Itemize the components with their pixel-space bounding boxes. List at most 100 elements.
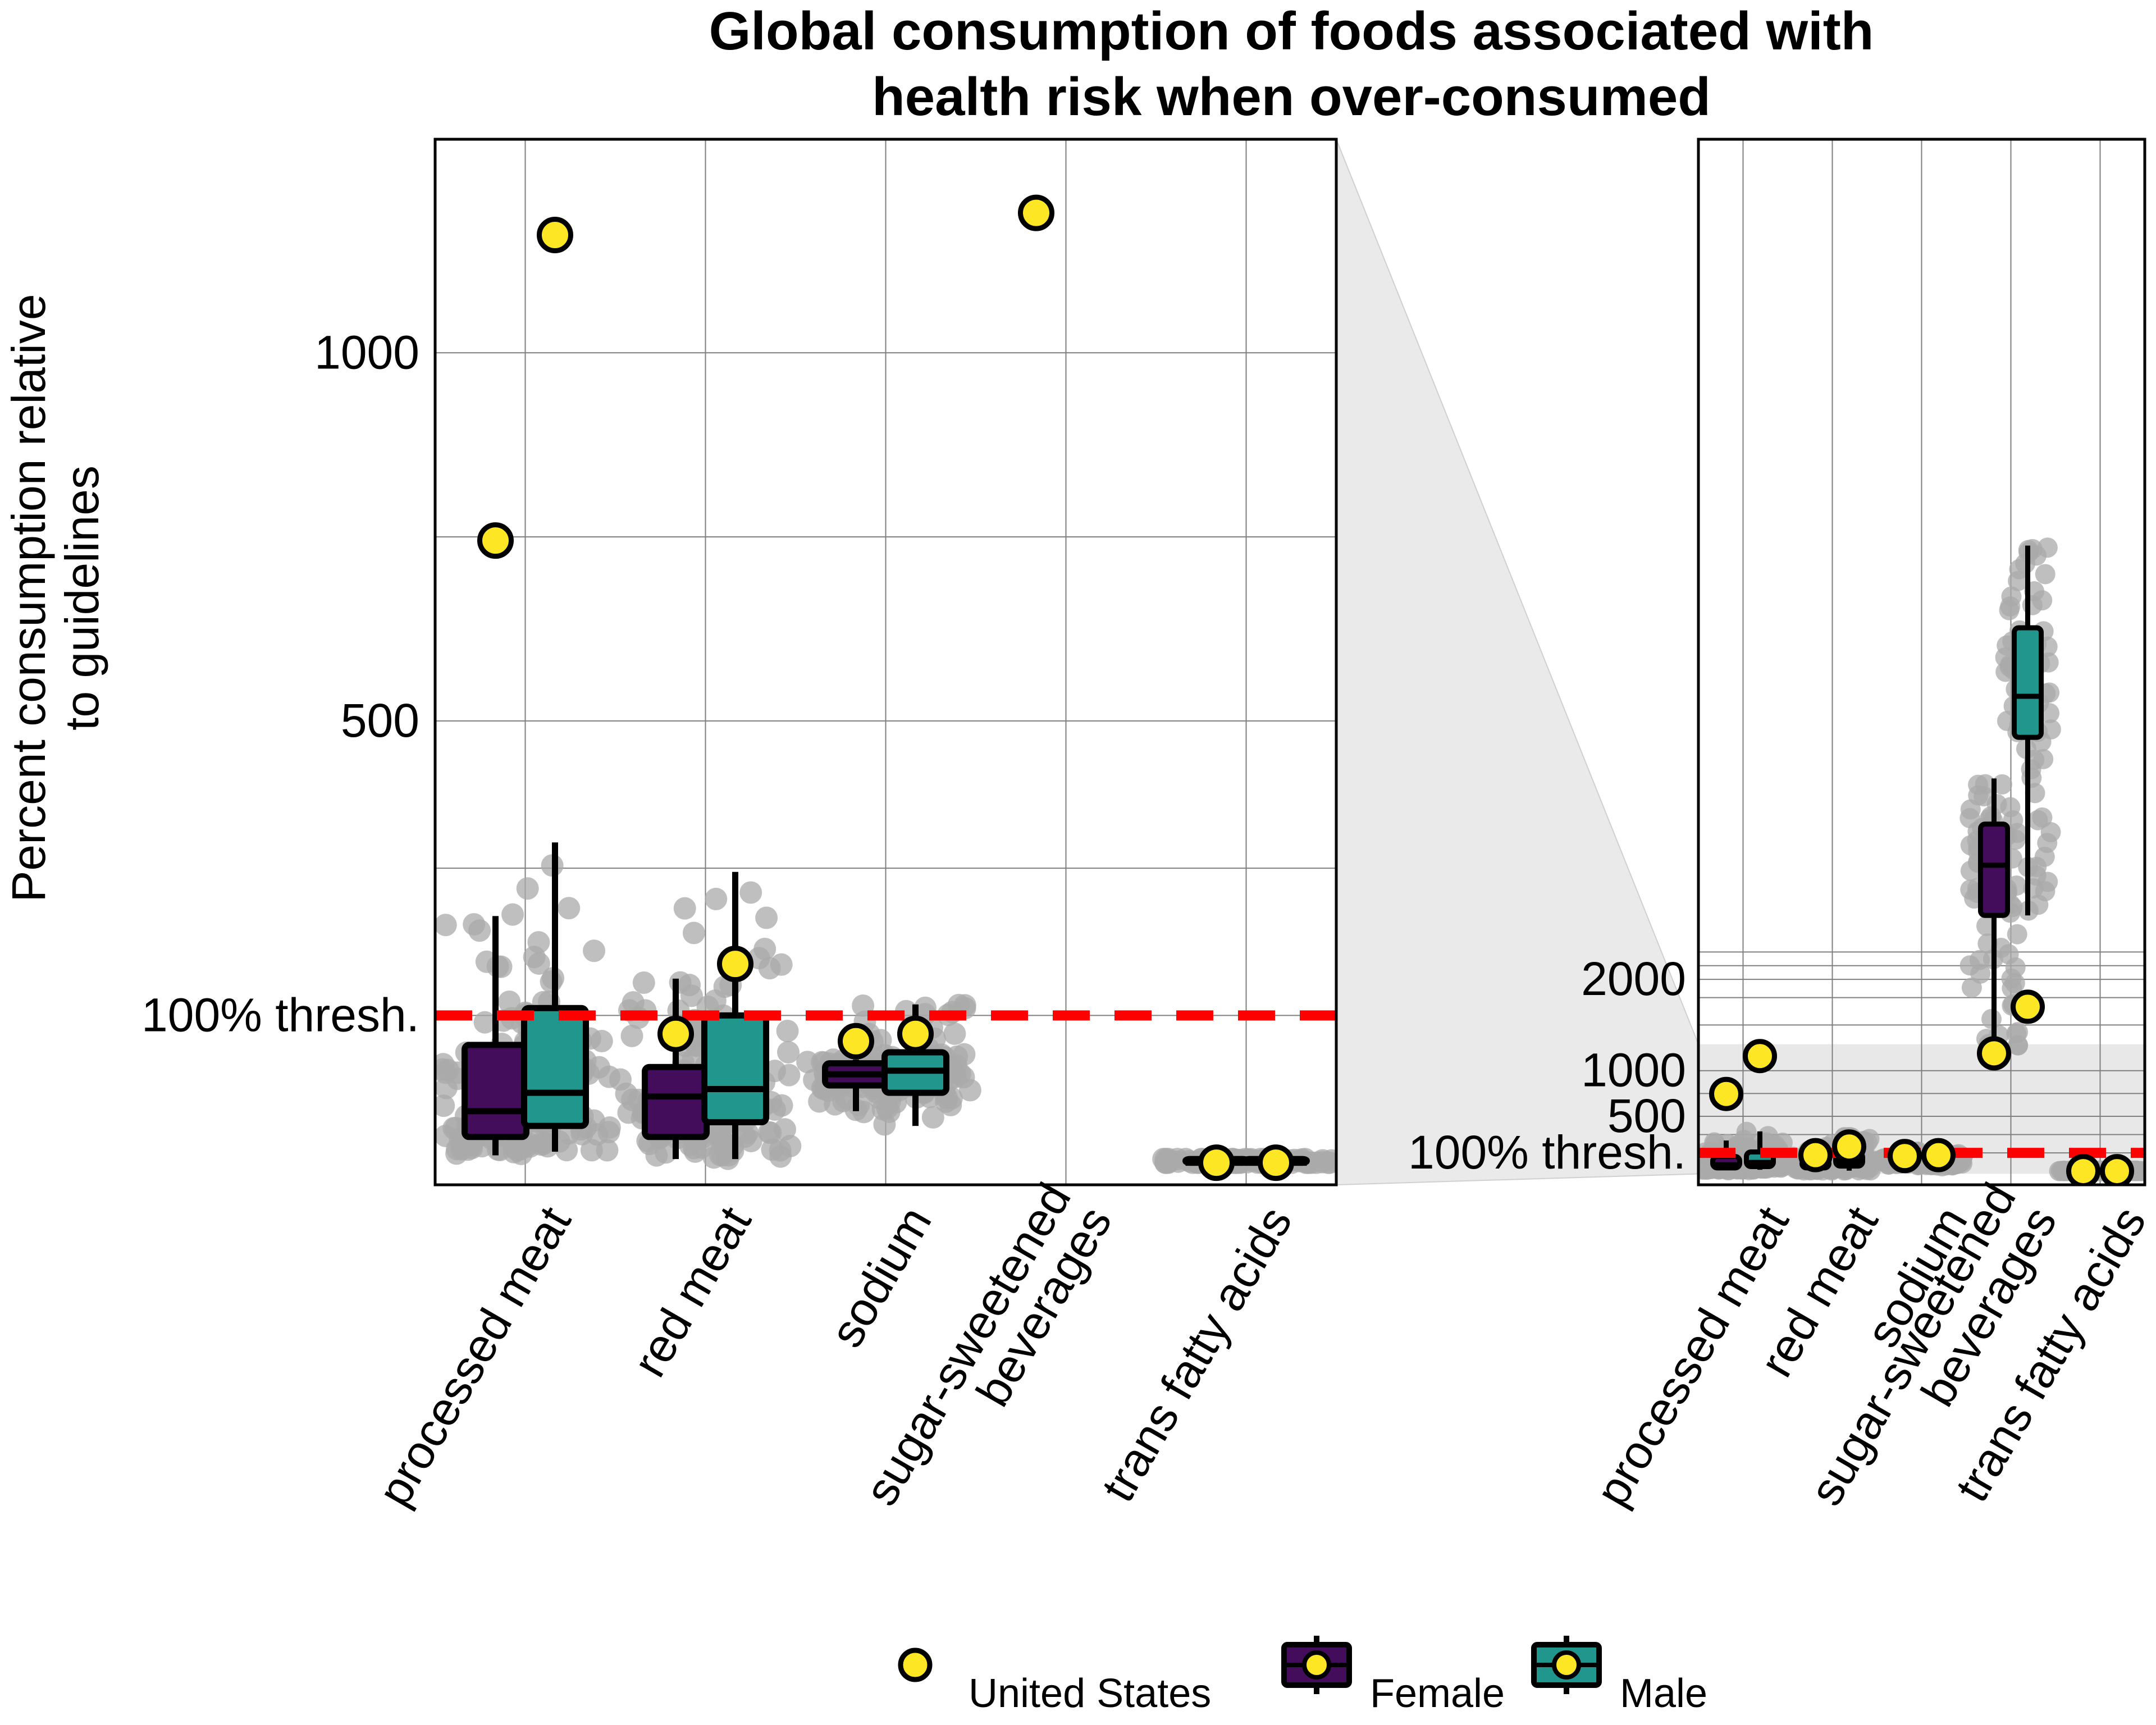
main-country-point [1305,1151,1328,1174]
main-us-point-red-meat-female [657,1015,694,1052]
inset-country-point [1998,944,2019,965]
inset-us-point-trans-fatty-acids-female [2066,1154,2100,1185]
inset-country-point [1995,647,2016,668]
main-country-point [435,1094,455,1117]
inset-us-point-trans-fatty-acids-male [2100,1154,2134,1185]
main-country-point [669,971,692,994]
main-country-point [498,990,521,1013]
main-us-point-trans-fatty-acids-male [1258,1144,1294,1181]
main-us-point-sodium-male [897,1015,934,1052]
main-us-point-sugar-sweetened-beverages-female [1018,194,1054,231]
main-y-tick-label: 1000 [314,326,419,378]
main-us-point-processed-meat-female [477,522,514,559]
main-panel: 1000 500 100% thresh. processed meat red mea… [141,138,1338,1515]
inset-country-point [2007,924,2027,944]
main-us-point-processed-meat-male [537,216,573,253]
inset-country-point [2040,719,2061,740]
main-country-point [734,1125,757,1148]
main-country-point [501,903,524,926]
main-country-point [473,1011,496,1034]
inset-country-point [2035,564,2055,585]
inset-us-point-processed-meat-female [1709,1076,1743,1111]
main-box-sodium-female [822,1060,890,1111]
chart-title-line-2: health risk when over-consumed [872,67,1711,127]
main-box-processed-meat-female-iqr [462,1042,529,1140]
inset-country-point [2000,797,2021,818]
main-country-point [580,1139,603,1162]
main-country-point [682,921,705,944]
main-country-point [540,970,563,993]
inset-country-point [2035,881,2055,902]
legend-male-icon-point [1552,1650,1581,1680]
inset-y-tick-label: 1000 [1581,1044,1686,1097]
inset-country-point [2009,559,2030,579]
main-us-points [477,194,1294,1181]
main-box-red-meat-female-iqr [642,1064,710,1140]
main-country-point [764,1060,787,1083]
main-country-point [673,897,696,920]
main-country-point [705,888,728,911]
main-country-point [777,1041,800,1064]
main-x-tick-label-line: red meat [623,1198,761,1385]
inset-us-point-sodium-female [1888,1139,1922,1174]
main-us-point-red-meat-male [717,946,753,983]
main-box-red-meat-male-iqr [701,1012,769,1126]
main-country-point [516,877,539,900]
main-country-point [435,914,457,937]
inset-country-point [2039,682,2060,703]
main-country-point [622,991,645,1014]
main-country-point [739,881,762,904]
main-country-point [958,1079,981,1102]
legend-label-united-states: United States [969,1671,1211,1716]
inset-country-point [1975,774,1995,795]
inset-country-point [2037,537,2058,558]
legend-female-icon-point [1302,1650,1331,1680]
main-x-tick-label-line: trans fatty acids [1091,1198,1302,1510]
main-country-point [523,946,546,969]
inset-country-point [1736,1121,1757,1142]
inset-us-point-red-meat-female [1798,1138,1833,1172]
inset-us-points [1709,989,2134,1185]
inset-box-sugar-sweetened-beverages-male [2012,545,2044,916]
inset-country-point [2008,1035,2029,1056]
inset-y-tick-label: 500 [1607,1089,1686,1142]
inset-box-sugar-sweetened-beverages-female-iqr [1978,822,2010,918]
main-country-point [620,1024,643,1047]
inset-us-point-processed-meat-male [1743,1039,1777,1074]
inset-y-tick-label: 2000 [1581,952,1686,1005]
inset-us-point-red-meat-male [1832,1129,1866,1164]
inset-frame [1697,138,2146,1186]
main-box-red-meat-male [701,871,769,1160]
main-x-tick-label-line: processed meat [368,1198,581,1515]
legend-label-male: Male [1620,1671,1707,1716]
legend-label-female: Female [1370,1671,1505,1716]
legend-us-point-icon [898,1648,933,1682]
main-threshold-label: 100% thresh. [141,988,419,1041]
main-country-point [770,1094,793,1117]
inset-country-point [1991,774,2012,795]
main-x-tick-label-line: sodium [820,1198,942,1356]
main-country-point [755,906,778,929]
inset-us-point-sugar-sweetened-beverages-male [2011,989,2045,1024]
chart-title-line-1: Global consumption of foods associated w… [709,1,1874,61]
main-country-point [706,1122,729,1146]
main-us-point-trans-fatty-acids-female [1198,1144,1235,1181]
main-frame [433,138,1338,1186]
zoom-connector-layer [1336,139,1699,1186]
y-axis-label-line-2: to guidelines [56,466,108,731]
main-country-point [953,1043,976,1066]
inset-country-point [1961,977,1982,998]
main-y-tick-label: 500 [341,694,419,747]
main-country-point [1166,1148,1189,1171]
main-country-point [871,1098,894,1121]
main-country-point [776,1019,799,1042]
main-country-point [769,1139,792,1162]
main-x-tick-label-sodium: sodium [820,1198,942,1356]
main-x-tick-label-trans-fatty-acids: trans fatty acids [1091,1198,1302,1510]
inset-country-point [1959,807,1980,828]
main-box-processed-meat-male-iqr [521,1005,589,1129]
inset-country-point [2039,703,2060,724]
